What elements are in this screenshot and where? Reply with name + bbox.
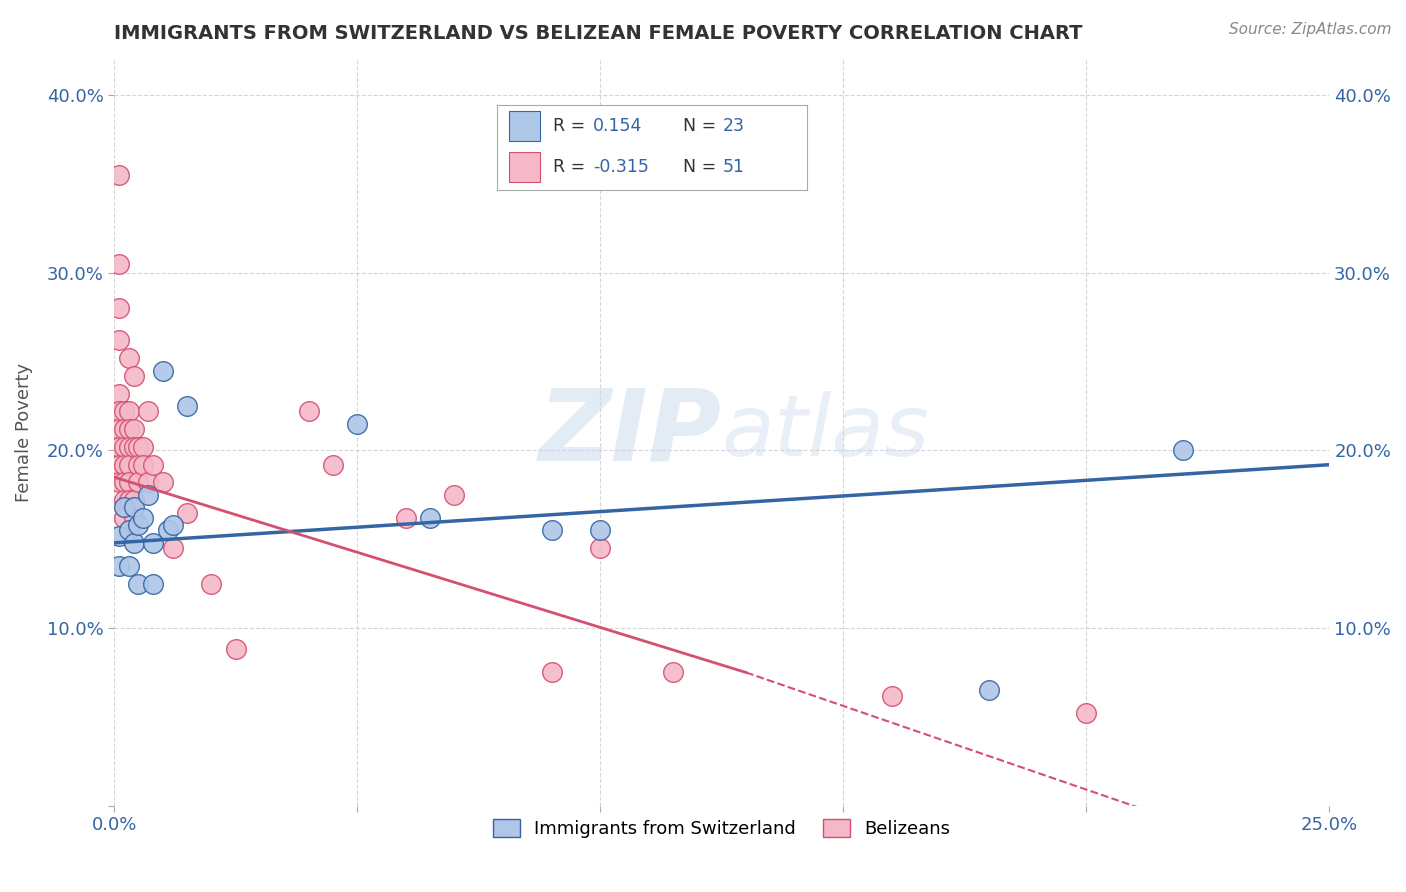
Point — [118, 458, 141, 472]
Point — [127, 576, 149, 591]
Point — [589, 524, 612, 538]
Point — [112, 422, 135, 436]
Point — [112, 493, 135, 508]
Point — [142, 536, 165, 550]
Point — [112, 475, 135, 490]
Point — [112, 404, 135, 418]
Point — [127, 440, 149, 454]
Point — [108, 529, 131, 543]
Point — [118, 404, 141, 418]
Point — [132, 511, 155, 525]
Point — [443, 488, 465, 502]
Point — [108, 386, 131, 401]
Legend: Immigrants from Switzerland, Belizeans: Immigrants from Switzerland, Belizeans — [485, 812, 957, 845]
Text: Source: ZipAtlas.com: Source: ZipAtlas.com — [1229, 22, 1392, 37]
Point — [662, 665, 685, 680]
Point — [132, 440, 155, 454]
Point — [322, 458, 344, 472]
Point — [122, 500, 145, 515]
Point — [540, 665, 562, 680]
Point — [346, 417, 368, 431]
Point — [162, 518, 184, 533]
Point — [118, 422, 141, 436]
Point — [540, 524, 562, 538]
Point — [122, 368, 145, 383]
Point — [122, 536, 145, 550]
Point — [108, 458, 131, 472]
Point — [152, 475, 174, 490]
Point — [200, 576, 222, 591]
Point — [108, 404, 131, 418]
Point — [112, 458, 135, 472]
Point — [118, 475, 141, 490]
Text: ZIP: ZIP — [538, 384, 721, 481]
Point — [225, 642, 247, 657]
Point — [176, 399, 198, 413]
Point — [112, 500, 135, 515]
Point — [118, 440, 141, 454]
Point — [108, 422, 131, 436]
Point — [297, 404, 319, 418]
Point — [112, 440, 135, 454]
Point — [1076, 706, 1098, 721]
Point — [880, 689, 903, 703]
Point — [108, 440, 131, 454]
Point — [118, 351, 141, 365]
Point — [142, 458, 165, 472]
Point — [108, 257, 131, 271]
Point — [136, 488, 159, 502]
Point — [108, 558, 131, 573]
Point — [122, 493, 145, 508]
Point — [108, 168, 131, 182]
Text: IMMIGRANTS FROM SWITZERLAND VS BELIZEAN FEMALE POVERTY CORRELATION CHART: IMMIGRANTS FROM SWITZERLAND VS BELIZEAN … — [114, 24, 1083, 43]
Y-axis label: Female Poverty: Female Poverty — [15, 363, 32, 502]
Point — [176, 506, 198, 520]
Point — [977, 683, 1000, 698]
Point — [112, 511, 135, 525]
Point — [395, 511, 418, 525]
Point — [127, 475, 149, 490]
Point — [152, 363, 174, 377]
Point — [136, 475, 159, 490]
Point — [118, 524, 141, 538]
Point — [118, 493, 141, 508]
Point — [127, 518, 149, 533]
Point — [122, 511, 145, 525]
Point — [419, 511, 441, 525]
Point — [108, 301, 131, 316]
Point — [122, 440, 145, 454]
Point — [136, 404, 159, 418]
Point — [108, 334, 131, 348]
Point — [1173, 443, 1195, 458]
Point — [127, 458, 149, 472]
Point — [142, 576, 165, 591]
Point — [108, 475, 131, 490]
Text: atlas: atlas — [721, 392, 929, 475]
Point — [589, 541, 612, 556]
Point — [122, 422, 145, 436]
Point — [162, 541, 184, 556]
Point — [156, 524, 179, 538]
Point — [118, 558, 141, 573]
Point — [132, 458, 155, 472]
